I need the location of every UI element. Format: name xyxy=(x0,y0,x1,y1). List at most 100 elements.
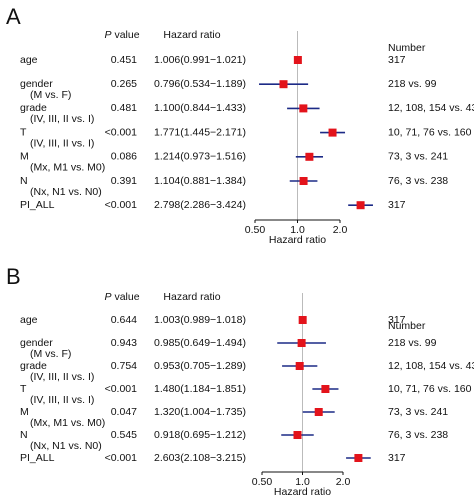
hr-text: 1.480(1.184−1.851) xyxy=(154,383,246,395)
number: 218 vs. 99 xyxy=(388,337,437,349)
hr-text: 1.104(0.881−1.384) xyxy=(154,175,246,187)
p-text: value xyxy=(114,291,139,303)
hr-header: Hazard ratio xyxy=(163,29,220,41)
p-value: <0.001 xyxy=(105,199,138,211)
row-sublabel: (Mx, M1 vs. M0) xyxy=(30,417,105,429)
hr-marker xyxy=(279,80,288,89)
p-value: 0.754 xyxy=(111,360,137,372)
p-value: 0.086 xyxy=(111,151,137,163)
p-value: 0.047 xyxy=(111,406,137,418)
x-axis-label: Hazard ratio xyxy=(269,234,326,246)
p-value: <0.001 xyxy=(105,452,138,464)
row-sublabel: (IV, III, II vs. I) xyxy=(30,137,94,149)
row-sublabel: (M vs. F) xyxy=(30,89,71,101)
row-label: age xyxy=(20,314,38,326)
hr-text: 1.771(1.445−2.171) xyxy=(154,126,246,138)
hr-marker xyxy=(321,385,330,393)
number: 317 xyxy=(388,54,406,66)
hr-text: 0.953(0.705−1.289) xyxy=(154,360,246,372)
hr-marker xyxy=(328,128,337,137)
hr-marker xyxy=(299,177,308,185)
hr-text: 0.796(0.534−1.189) xyxy=(154,78,246,90)
row-sublabel: (Nx, N1 vs. N0) xyxy=(30,440,102,452)
number: 317 xyxy=(388,314,406,326)
number: 10, 71, 76 vs. 160 xyxy=(388,383,472,395)
p-value: 0.943 xyxy=(111,337,137,349)
p-value: 0.391 xyxy=(111,175,137,187)
x-tick-label: 0.50 xyxy=(252,476,273,488)
p-value: <0.001 xyxy=(105,126,138,138)
row-label: N xyxy=(20,429,28,441)
p-value: 0.451 xyxy=(111,54,137,66)
number: 317 xyxy=(388,199,406,211)
hr-marker xyxy=(305,152,314,161)
hr-header: Hazard ratio xyxy=(163,291,220,303)
p-value: 0.481 xyxy=(111,102,137,114)
number: 12, 108, 154 vs. 43 xyxy=(388,102,474,114)
hr-marker xyxy=(293,431,302,439)
hr-text: 0.985(0.649−1.494) xyxy=(154,337,246,349)
hr-marker xyxy=(293,56,302,64)
panel-label: A xyxy=(6,4,21,29)
p-value: 0.644 xyxy=(111,314,137,326)
hr-marker xyxy=(354,454,363,462)
row-label: PI_ALL xyxy=(20,199,55,211)
x-tick-label: 1.0 xyxy=(295,476,310,488)
hr-marker xyxy=(297,339,306,347)
hr-text: 2.798(2.286−3.424) xyxy=(154,199,246,211)
number: 73, 3 vs. 241 xyxy=(388,151,448,163)
hr-marker xyxy=(356,201,365,210)
x-tick-label: 2.0 xyxy=(336,476,351,488)
row-sublabel: (M vs. F) xyxy=(30,348,71,360)
number: 73, 3 vs. 241 xyxy=(388,406,448,418)
hr-text: 2.603(2.108−3.215) xyxy=(154,452,246,464)
row-sublabel: (IV, III, II vs. I) xyxy=(30,394,94,406)
row-label: M xyxy=(20,151,29,163)
row-label: gender xyxy=(20,78,53,90)
row-sublabel: (IV, III, II vs. I) xyxy=(30,113,94,125)
hr-marker xyxy=(298,316,307,324)
hr-text: 1.006(0.991−1.021) xyxy=(154,54,246,66)
row-label: PI_ALL xyxy=(20,452,55,464)
row-label: grade xyxy=(20,102,47,114)
number: 76, 3 vs. 238 xyxy=(388,429,448,441)
x-tick-label: 2.0 xyxy=(333,224,348,236)
row-label: gender xyxy=(20,337,53,349)
x-tick-label: 0.50 xyxy=(245,224,266,236)
number-header: Number xyxy=(388,320,426,332)
number: 12, 108, 154 vs. 43 xyxy=(388,360,474,372)
hr-text: 1.320(1.004−1.735) xyxy=(154,406,246,418)
p-text: value xyxy=(114,29,139,41)
panel-label: B xyxy=(6,264,21,289)
row-label: M xyxy=(20,406,29,418)
hr-marker xyxy=(299,104,308,113)
hr-text: 0.918(0.695−1.212) xyxy=(154,429,246,441)
number: 76, 3 vs. 238 xyxy=(388,175,448,187)
row-sublabel: (Nx, N1 vs. N0) xyxy=(30,186,102,198)
row-sublabel: (IV, III, II vs. I) xyxy=(30,371,94,383)
row-label: T xyxy=(20,383,27,395)
x-axis-label: Hazard ratio xyxy=(274,486,331,496)
p-value: <0.001 xyxy=(105,383,138,395)
p-italic: P xyxy=(104,291,111,303)
number: 218 vs. 99 xyxy=(388,78,437,90)
number: 317 xyxy=(388,452,406,464)
p-italic: P xyxy=(104,29,111,41)
x-tick-label: 1.0 xyxy=(290,224,305,236)
p-value: 0.545 xyxy=(111,429,137,441)
number: 10, 71, 76 vs. 160 xyxy=(388,126,472,138)
row-label: age xyxy=(20,54,38,66)
hr-marker xyxy=(314,408,323,416)
row-label: N xyxy=(20,175,28,187)
row-label: T xyxy=(20,126,27,138)
p-value: 0.265 xyxy=(111,78,137,90)
number-header: Number xyxy=(388,42,426,54)
row-label: grade xyxy=(20,360,47,372)
hr-text: 1.214(0.973−1.516) xyxy=(154,151,246,163)
hr-text: 1.003(0.989−1.018) xyxy=(154,314,246,326)
hr-marker xyxy=(295,362,304,370)
hr-text: 1.100(0.844−1.433) xyxy=(154,102,246,114)
